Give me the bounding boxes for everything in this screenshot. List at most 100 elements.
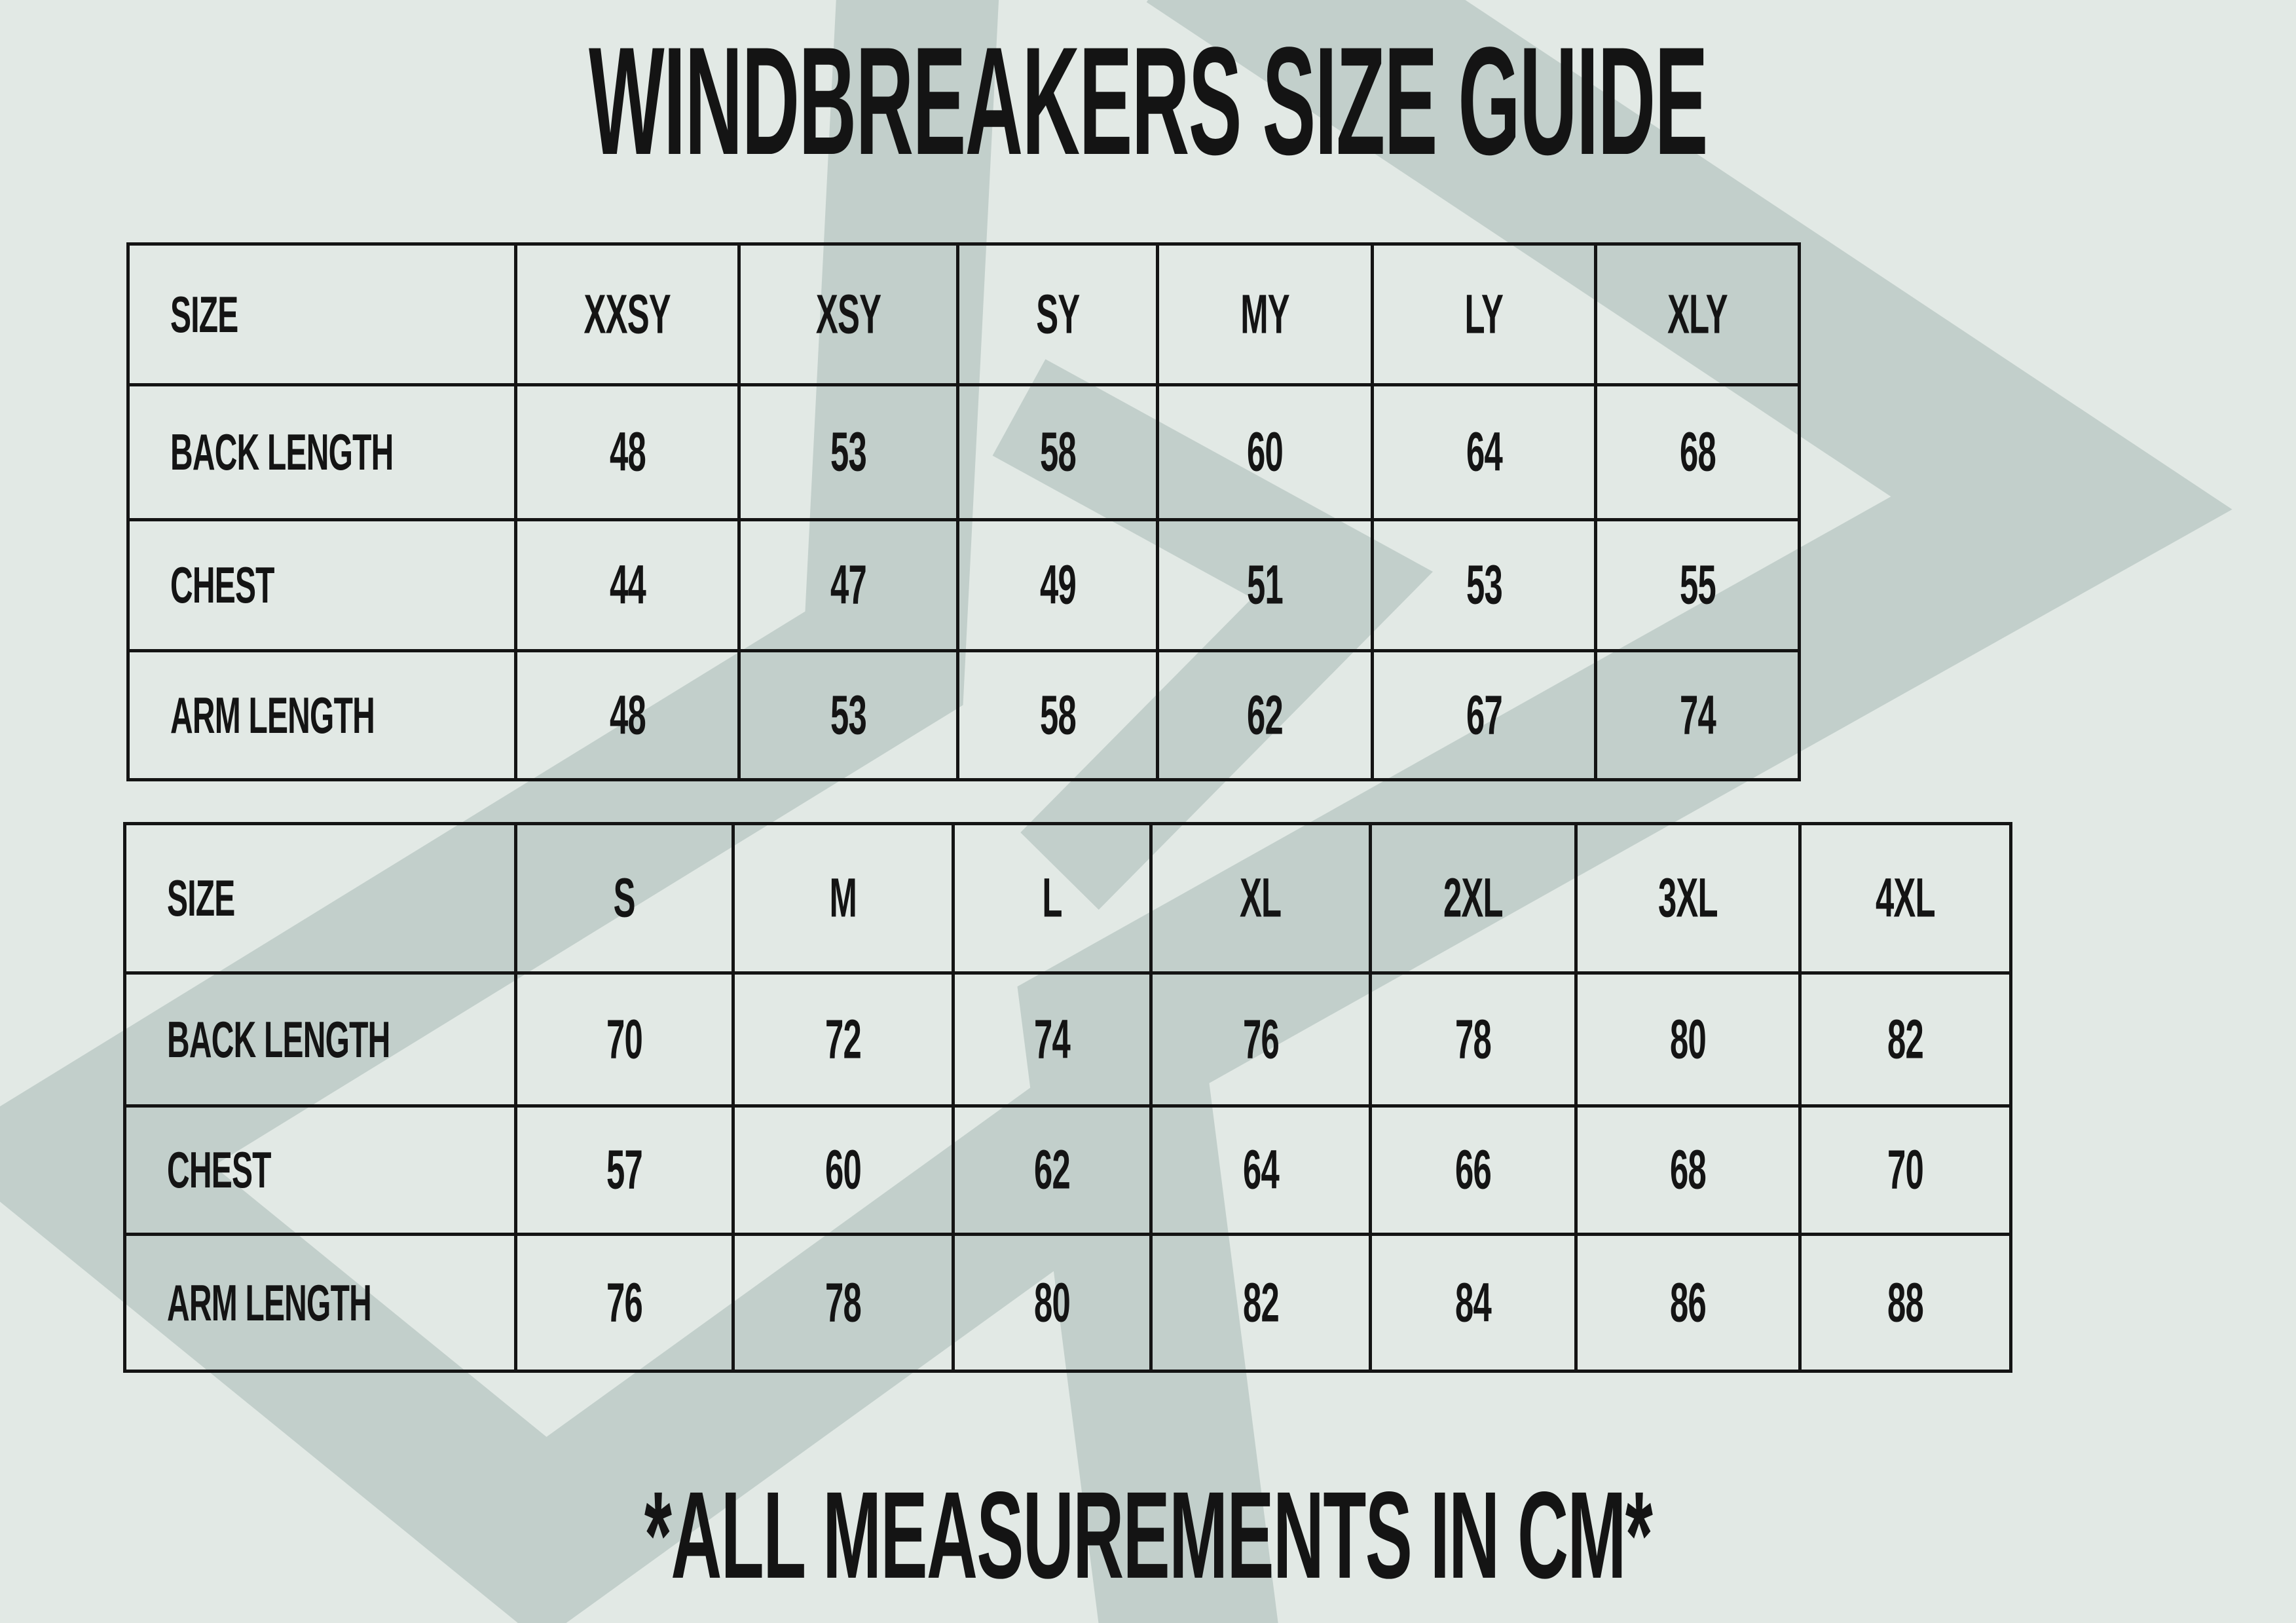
value: 68 xyxy=(1679,421,1716,483)
table-row-back-length: BACK LENGTH 48 53 58 60 64 68 xyxy=(126,383,1801,521)
value: 84 xyxy=(1455,1272,1492,1334)
header-label: XL xyxy=(1240,867,1282,929)
value: 76 xyxy=(606,1272,643,1334)
header-cell-my: MY xyxy=(1156,242,1374,386)
value: 48 xyxy=(609,421,646,483)
value-cell: 60 xyxy=(1156,383,1374,521)
header-cell-xsy: XSY xyxy=(737,242,959,386)
value-cell: 60 xyxy=(731,1104,955,1236)
table-header-row: SIZE XXSY XSY SY MY LY XLY xyxy=(126,242,1801,386)
value: 78 xyxy=(825,1272,862,1334)
value-cell: 78 xyxy=(731,1233,955,1373)
value-cell: 82 xyxy=(1798,971,2012,1108)
header-cell-3xl: 3XL xyxy=(1574,822,1802,975)
value-cell: 53 xyxy=(1371,518,1597,652)
value-cell: 80 xyxy=(952,1233,1153,1373)
table-row-back-length: BACK LENGTH 70 72 74 76 78 80 82 xyxy=(123,971,2012,1108)
header-cell-xxsy: XXSY xyxy=(514,242,741,386)
value: 66 xyxy=(1455,1139,1492,1201)
value: 53 xyxy=(830,684,867,746)
measurements-footnote-text: *ALL MEASUREMENTS IN CM* xyxy=(644,1466,1653,1605)
value: 70 xyxy=(606,1009,643,1070)
header-label: 2XL xyxy=(1443,867,1504,929)
adult-size-table: SIZE S M L XL 2XL 3XL 4XL BACK LENGTH 70… xyxy=(123,822,2012,1373)
value-cell: 86 xyxy=(1574,1233,1802,1373)
value-cell: 74 xyxy=(952,971,1153,1108)
header-cell-sy: SY xyxy=(956,242,1159,386)
header-cell-l: L xyxy=(952,822,1153,975)
value-cell: 80 xyxy=(1574,971,1802,1108)
value-cell: 53 xyxy=(737,383,959,521)
header-label: MY xyxy=(1240,284,1289,345)
value: 57 xyxy=(606,1139,643,1201)
value-cell: 44 xyxy=(514,518,741,652)
header-label: M xyxy=(829,867,857,929)
value: 88 xyxy=(1887,1272,1924,1334)
value: 67 xyxy=(1466,684,1503,746)
value-cell: 66 xyxy=(1369,1104,1578,1236)
row-label: ARM LENGTH xyxy=(167,1274,372,1332)
header-cell-size: SIZE xyxy=(123,822,517,975)
header-cell-2xl: 2XL xyxy=(1369,822,1578,975)
row-label-cell: BACK LENGTH xyxy=(123,971,517,1108)
value: 72 xyxy=(825,1009,862,1070)
header-label: L xyxy=(1042,867,1062,929)
value-cell: 67 xyxy=(1371,649,1597,781)
youth-size-table: SIZE XXSY XSY SY MY LY XLY BACK LENGTH 4… xyxy=(126,242,1801,781)
row-label-cell: ARM LENGTH xyxy=(126,649,517,781)
value: 74 xyxy=(1679,684,1716,746)
value: 44 xyxy=(609,554,646,616)
value: 58 xyxy=(1039,421,1077,483)
value-cell: 74 xyxy=(1594,649,1801,781)
value-cell: 76 xyxy=(514,1233,735,1373)
table-row-chest: CHEST 57 60 62 64 66 68 70 xyxy=(123,1104,2012,1236)
table-row-chest: CHEST 44 47 49 51 53 55 xyxy=(126,518,1801,652)
value: 62 xyxy=(1247,684,1284,746)
value-cell: 70 xyxy=(1798,1104,2012,1236)
page-title: WINDBREAKERS SIZE GUIDE xyxy=(0,16,2296,187)
value-cell: 76 xyxy=(1149,971,1372,1108)
value-cell: 57 xyxy=(514,1104,735,1236)
value: 48 xyxy=(609,684,646,746)
header-label: S xyxy=(613,867,636,929)
value: 78 xyxy=(1455,1009,1492,1070)
header-cell-xly: XLY xyxy=(1594,242,1801,386)
value-cell: 58 xyxy=(956,383,1159,521)
header-cell-m: M xyxy=(731,822,955,975)
value: 64 xyxy=(1466,421,1503,483)
value: 82 xyxy=(1887,1009,1924,1070)
table-header-row: SIZE S M L XL 2XL 3XL 4XL xyxy=(123,822,2012,975)
value: 64 xyxy=(1242,1139,1280,1201)
row-label: BACK LENGTH xyxy=(167,1011,390,1068)
header-label: XLY xyxy=(1667,284,1728,345)
value-cell: 78 xyxy=(1369,971,1578,1108)
value-cell: 48 xyxy=(514,383,741,521)
header-label: SIZE xyxy=(167,869,235,927)
value: 55 xyxy=(1679,554,1716,616)
value-cell: 64 xyxy=(1149,1104,1372,1236)
value-cell: 68 xyxy=(1574,1104,1802,1236)
value: 53 xyxy=(1466,554,1503,616)
value: 76 xyxy=(1242,1009,1280,1070)
value-cell: 49 xyxy=(956,518,1159,652)
header-cell-4xl: 4XL xyxy=(1798,822,2012,975)
table-row-arm-length: ARM LENGTH 76 78 80 82 84 86 88 xyxy=(123,1233,2012,1373)
value: 80 xyxy=(1670,1009,1707,1070)
measurements-footnote: *ALL MEASUREMENTS IN CM* xyxy=(0,1461,2296,1611)
value: 74 xyxy=(1034,1009,1071,1070)
value: 53 xyxy=(830,421,867,483)
value-cell: 88 xyxy=(1798,1233,2012,1373)
value-cell: 47 xyxy=(737,518,959,652)
value: 80 xyxy=(1034,1272,1071,1334)
row-label: CHEST xyxy=(170,556,274,614)
header-cell-xl: XL xyxy=(1149,822,1372,975)
table-row-arm-length: ARM LENGTH 48 53 58 62 67 74 xyxy=(126,649,1801,781)
row-label-cell: CHEST xyxy=(126,518,517,652)
row-label-cell: ARM LENGTH xyxy=(123,1233,517,1373)
row-label: ARM LENGTH xyxy=(170,686,375,744)
header-label: SIZE xyxy=(170,286,238,343)
value: 60 xyxy=(1247,421,1284,483)
value: 51 xyxy=(1247,554,1284,616)
row-label: CHEST xyxy=(167,1141,271,1199)
